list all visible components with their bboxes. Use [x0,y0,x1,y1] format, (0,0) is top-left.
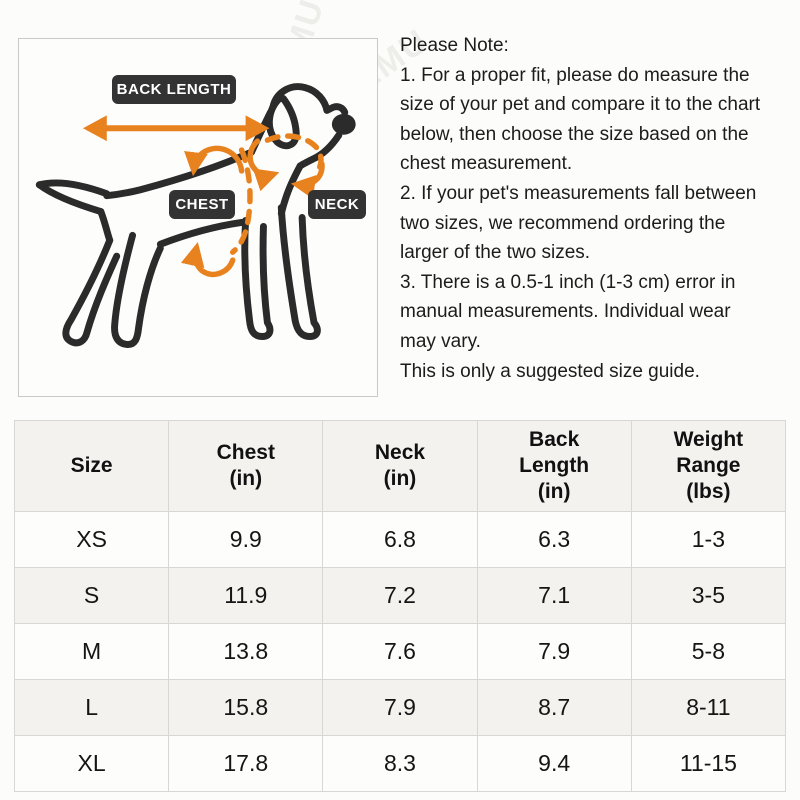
chest-label: CHEST [169,190,235,219]
table-row-m: M 13.8 7.6 7.9 5-8 [13,623,787,680]
cell-weight: 3-5 [630,567,787,624]
note-line: 1. For a proper fit, please do measure t… [400,64,750,86]
note-line: This is only a suggested size guide. [400,360,700,382]
cell-size: XL [13,735,170,792]
cell-chest: 17.8 [168,735,324,792]
cell-neck: 8.3 [322,735,478,792]
dog-outline-illustration [35,83,356,348]
cell-size: L [13,679,170,736]
cell-weight: 8-11 [630,679,787,736]
note-line: manual measurements. Individual wear [400,301,731,323]
cell-weight: 1-3 [630,511,787,568]
cell-neck: 7.6 [322,623,478,680]
note-line: larger of the two sizes. [400,242,591,264]
table-row-xl: XL 17.8 8.3 9.4 11-15 [13,735,787,792]
note-line: may vary. [400,330,481,352]
cell-back-length: 6.3 [476,511,632,568]
neck-left-arrow [247,138,280,192]
cell-size: S [13,567,170,624]
cell-chest: 15.8 [168,679,324,736]
measurement-annotations [101,125,325,278]
back-length-label: BACK LENGTH [112,75,236,104]
cell-neck: 6.8 [322,511,478,568]
cell-back-length: 7.9 [476,623,632,680]
size-chart-table: Size Chest (in) Neck (in) Back Length (in) W… [13,420,787,792]
dog-measurement-diagram-panel: BACK LENGTH CHEST NECK [18,38,378,397]
dog-nose [331,113,356,135]
cell-weight: 5-8 [630,623,787,680]
cell-weight: 11-15 [630,735,787,792]
neck-right-arrow [290,161,325,199]
chest-top-arrow [184,145,245,177]
please-note-text: Please Note: 1. For a proper fit, please… [400,31,796,386]
note-line: chest measurement. [400,153,573,175]
cell-chest: 9.9 [168,511,324,568]
dog-body-outline [35,83,349,348]
header-size: Size [13,420,170,512]
note-line: below, then choose the size based on the [400,123,749,145]
header-weight-range: Weight Range (lbs) [630,420,787,512]
note-line: two sizes, we recommend ordering the [400,212,726,234]
note-line: Please Note: [400,35,509,56]
note-line: 2. If your pet's measurements fall betwe… [400,182,757,204]
table-row-l: L 15.8 7.9 8.7 8-11 [13,679,787,736]
cell-size: M [13,623,170,680]
header-chest: Chest (in) [168,420,324,512]
note-line: size of your pet and compare it to the c… [400,94,761,116]
table-row-xs: XS 9.9 6.8 6.3 1-3 [13,511,787,568]
cell-size: XS [13,511,170,568]
cell-neck: 7.2 [322,567,478,624]
header-back-length: Back Length (in) [476,420,632,512]
cell-chest: 13.8 [168,623,324,680]
neck-label: NECK [308,190,366,219]
back-length-arrowheads [82,115,270,142]
chest-girth-dashed [229,147,253,255]
note-line: 3. There is a 0.5-1 inch (1-3 cm) error … [400,271,736,293]
header-neck: Neck (in) [322,420,478,512]
cell-chest: 11.9 [168,567,324,624]
cell-neck: 7.9 [322,679,478,736]
table-header-row: Size Chest (in) Neck (in) Back Length (in) W… [13,420,787,512]
table-row-s: S 11.9 7.2 7.1 3-5 [13,567,787,624]
cell-back-length: 8.7 [476,679,632,736]
cell-back-length: 9.4 [476,735,632,792]
cell-back-length: 7.1 [476,567,632,624]
chest-bottom-arrow [180,242,236,278]
